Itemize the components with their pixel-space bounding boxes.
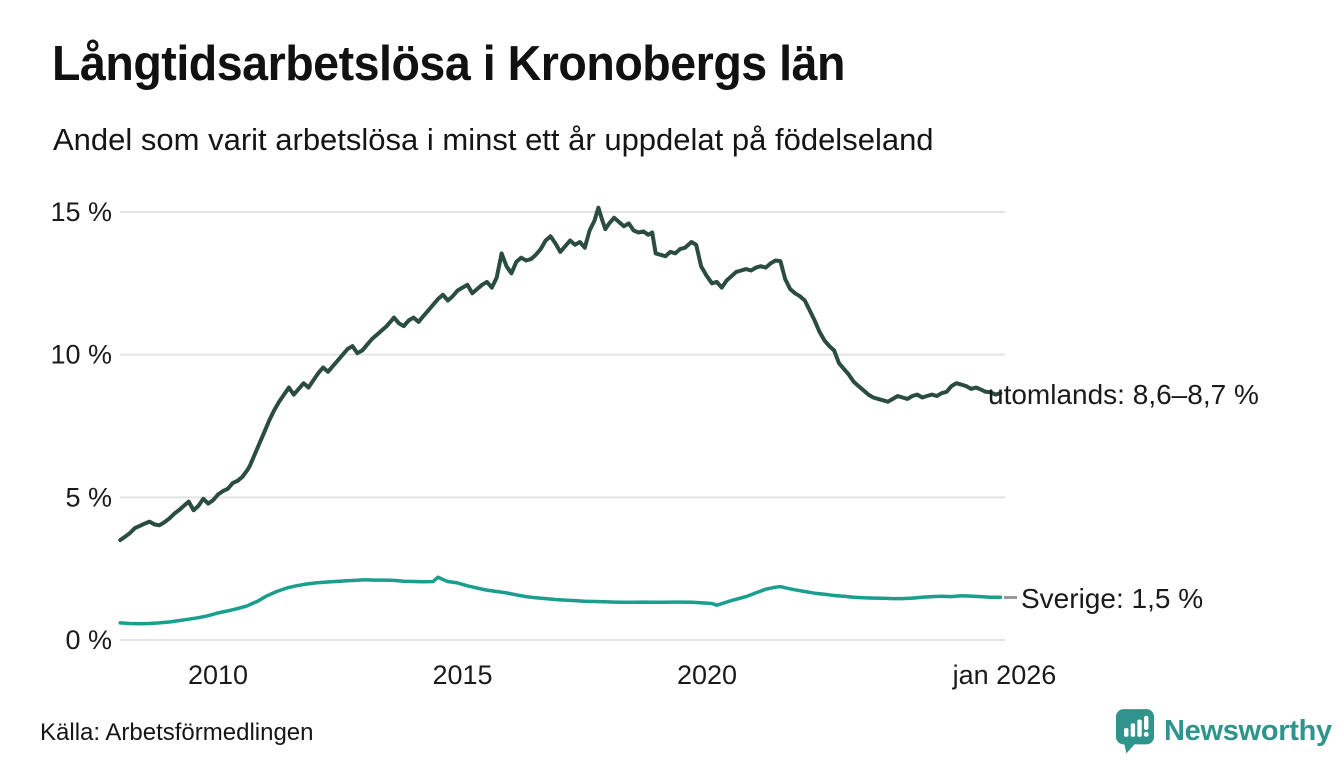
- source-note: Källa: Arbetsförmedlingen: [40, 719, 314, 746]
- series-end-label-sverige: Sverige: 1,5 %: [1021, 583, 1204, 614]
- x-tick-label: 2010: [188, 660, 248, 690]
- x-tick-label: 2020: [677, 660, 737, 690]
- newsworthy-wordmark: Newsworthy: [1164, 714, 1332, 747]
- exclamation-dot: [1143, 731, 1149, 737]
- chart-subtitle: Andel som varit arbetslösa i minst ett å…: [53, 122, 934, 157]
- series-end-label-utomlands: utomlands: 8,6–8,7 %: [988, 379, 1259, 410]
- exclamation-bar: [1144, 715, 1149, 731]
- line-chart-plot: 0 % 5 % 10 % 15 % 2010 2015 2020 jan 2026: [50, 197, 1057, 690]
- bar-2: [1130, 723, 1136, 737]
- y-tick-label: 5 %: [65, 482, 112, 512]
- newsworthy-logo[interactable]: Newsworthy: [1115, 708, 1332, 754]
- x-tick-label: 2015: [432, 660, 492, 690]
- bar-1: [1124, 728, 1129, 737]
- bar-3: [1137, 719, 1142, 737]
- chart-title: Långtidsarbetslösa i Kronobergs län: [52, 37, 845, 91]
- x-tick-label: jan 2026: [952, 660, 1057, 690]
- y-tick-label: 10 %: [50, 340, 112, 370]
- series-line-utomlands: [118, 205, 1003, 543]
- series-line-sverige: [118, 575, 1003, 626]
- y-tick-label: 0 %: [65, 625, 112, 655]
- y-tick-label: 15 %: [50, 197, 112, 227]
- series-leader-dash: [1004, 596, 1017, 599]
- newsworthy-logo-icon: [1115, 708, 1155, 754]
